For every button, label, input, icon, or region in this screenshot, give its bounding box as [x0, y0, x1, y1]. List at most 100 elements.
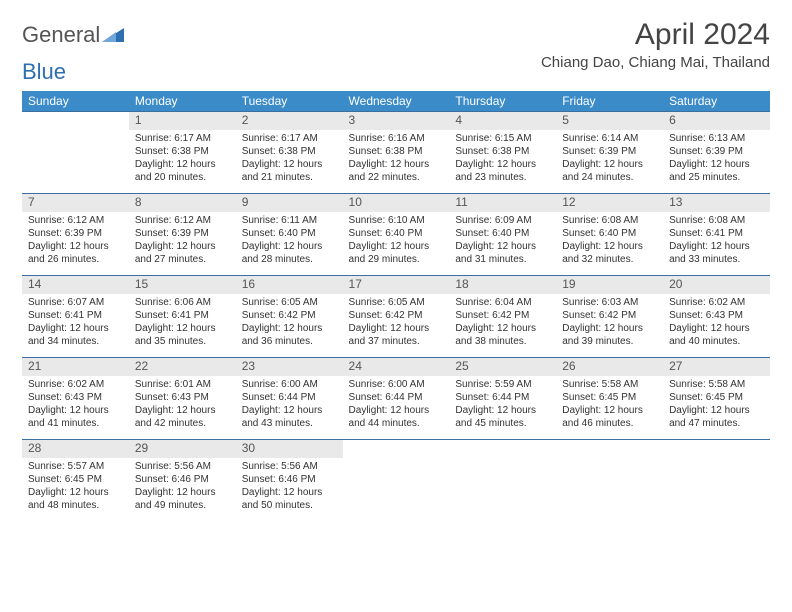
- daynum-row: 78910111213: [22, 194, 770, 212]
- daynum: 27: [663, 358, 770, 376]
- daylight-line-1: Daylight: 12 hours: [135, 486, 230, 499]
- daylight-line-1: Daylight: 12 hours: [242, 486, 337, 499]
- daylight-line-2: and 37 minutes.: [349, 335, 444, 348]
- daycell: Sunrise: 5:57 AMSunset: 6:45 PMDaylight:…: [22, 458, 129, 522]
- sunset-line: Sunset: 6:42 PM: [349, 309, 444, 322]
- sunrise-line: Sunrise: 6:12 AM: [28, 214, 123, 227]
- daynum: 26: [556, 358, 663, 376]
- daycell-empty: [343, 458, 450, 522]
- daylight-line-1: Daylight: 12 hours: [242, 404, 337, 417]
- weekday-monday: Monday: [129, 91, 236, 112]
- sunrise-line: Sunrise: 6:08 AM: [562, 214, 657, 227]
- daycell: Sunrise: 6:08 AMSunset: 6:40 PMDaylight:…: [556, 212, 663, 276]
- content-row: Sunrise: 5:57 AMSunset: 6:45 PMDaylight:…: [22, 458, 770, 522]
- daylight-line-2: and 33 minutes.: [669, 253, 764, 266]
- daylight-line-2: and 36 minutes.: [242, 335, 337, 348]
- daynum-row: 123456: [22, 112, 770, 130]
- daynum: 30: [236, 440, 343, 458]
- daynum-row: 14151617181920: [22, 276, 770, 294]
- daylight-line-2: and 23 minutes.: [455, 171, 550, 184]
- daylight-line-1: Daylight: 12 hours: [28, 240, 123, 253]
- sunrise-line: Sunrise: 6:08 AM: [669, 214, 764, 227]
- sunrise-line: Sunrise: 6:05 AM: [242, 296, 337, 309]
- sunrise-line: Sunrise: 6:06 AM: [135, 296, 230, 309]
- daylight-line-2: and 45 minutes.: [455, 417, 550, 430]
- daynum: 18: [449, 276, 556, 294]
- location: Chiang Dao, Chiang Mai, Thailand: [541, 54, 770, 71]
- sunrise-line: Sunrise: 6:03 AM: [562, 296, 657, 309]
- daylight-line-1: Daylight: 12 hours: [455, 404, 550, 417]
- sunrise-line: Sunrise: 6:13 AM: [669, 132, 764, 145]
- sunset-line: Sunset: 6:38 PM: [135, 145, 230, 158]
- sunset-line: Sunset: 6:43 PM: [135, 391, 230, 404]
- daynum-empty: [343, 440, 450, 458]
- daynum: 9: [236, 194, 343, 212]
- daylight-line-1: Daylight: 12 hours: [135, 240, 230, 253]
- sunrise-line: Sunrise: 5:57 AM: [28, 460, 123, 473]
- daylight-line-1: Daylight: 12 hours: [562, 404, 657, 417]
- weekday-friday: Friday: [556, 91, 663, 112]
- daynum: 16: [236, 276, 343, 294]
- daylight-line-2: and 41 minutes.: [28, 417, 123, 430]
- daynum: 12: [556, 194, 663, 212]
- sunset-line: Sunset: 6:46 PM: [135, 473, 230, 486]
- daycell: Sunrise: 6:00 AMSunset: 6:44 PMDaylight:…: [343, 376, 450, 440]
- daycell: Sunrise: 6:11 AMSunset: 6:40 PMDaylight:…: [236, 212, 343, 276]
- logo-text-1: General: [22, 22, 100, 48]
- sunset-line: Sunset: 6:42 PM: [562, 309, 657, 322]
- daycell: Sunrise: 6:17 AMSunset: 6:38 PMDaylight:…: [236, 130, 343, 194]
- daynum: 4: [449, 112, 556, 130]
- daycell: Sunrise: 6:12 AMSunset: 6:39 PMDaylight:…: [129, 212, 236, 276]
- daynum-empty: [556, 440, 663, 458]
- daycell: Sunrise: 5:59 AMSunset: 6:44 PMDaylight:…: [449, 376, 556, 440]
- sunset-line: Sunset: 6:44 PM: [455, 391, 550, 404]
- weekday-wednesday: Wednesday: [343, 91, 450, 112]
- daynum: 28: [22, 440, 129, 458]
- daylight-line-2: and 25 minutes.: [669, 171, 764, 184]
- daylight-line-1: Daylight: 12 hours: [242, 158, 337, 171]
- daycell-empty: [556, 458, 663, 522]
- logo-text-2: Blue: [22, 59, 66, 85]
- daylight-line-2: and 42 minutes.: [135, 417, 230, 430]
- daylight-line-2: and 47 minutes.: [669, 417, 764, 430]
- daylight-line-1: Daylight: 12 hours: [28, 322, 123, 335]
- daynum: 29: [129, 440, 236, 458]
- weekday-tuesday: Tuesday: [236, 91, 343, 112]
- daycell: Sunrise: 6:07 AMSunset: 6:41 PMDaylight:…: [22, 294, 129, 358]
- logo-triangle-icon: [102, 22, 124, 48]
- sunrise-line: Sunrise: 6:05 AM: [349, 296, 444, 309]
- daycell: Sunrise: 5:56 AMSunset: 6:46 PMDaylight:…: [236, 458, 343, 522]
- daylight-line-1: Daylight: 12 hours: [562, 240, 657, 253]
- sunrise-line: Sunrise: 5:56 AM: [242, 460, 337, 473]
- sunrise-line: Sunrise: 6:11 AM: [242, 214, 337, 227]
- daylight-line-1: Daylight: 12 hours: [28, 404, 123, 417]
- sunrise-line: Sunrise: 6:14 AM: [562, 132, 657, 145]
- daylight-line-2: and 50 minutes.: [242, 499, 337, 512]
- daylight-line-2: and 32 minutes.: [562, 253, 657, 266]
- daylight-line-2: and 28 minutes.: [242, 253, 337, 266]
- daylight-line-1: Daylight: 12 hours: [455, 158, 550, 171]
- daycell-empty: [663, 458, 770, 522]
- daylight-line-2: and 21 minutes.: [242, 171, 337, 184]
- daynum: 17: [343, 276, 450, 294]
- sunrise-line: Sunrise: 6:16 AM: [349, 132, 444, 145]
- sunrise-line: Sunrise: 6:00 AM: [242, 378, 337, 391]
- sunset-line: Sunset: 6:46 PM: [242, 473, 337, 486]
- daynum: 14: [22, 276, 129, 294]
- daycell: Sunrise: 6:15 AMSunset: 6:38 PMDaylight:…: [449, 130, 556, 194]
- daylight-line-2: and 43 minutes.: [242, 417, 337, 430]
- content-row: Sunrise: 6:17 AMSunset: 6:38 PMDaylight:…: [22, 130, 770, 194]
- sunset-line: Sunset: 6:41 PM: [669, 227, 764, 240]
- daynum: 22: [129, 358, 236, 376]
- sunset-line: Sunset: 6:40 PM: [455, 227, 550, 240]
- month-title: April 2024: [541, 18, 770, 52]
- sunset-line: Sunset: 6:45 PM: [669, 391, 764, 404]
- daylight-line-2: and 24 minutes.: [562, 171, 657, 184]
- daynum: 10: [343, 194, 450, 212]
- daycell: Sunrise: 6:13 AMSunset: 6:39 PMDaylight:…: [663, 130, 770, 194]
- sunrise-line: Sunrise: 6:02 AM: [669, 296, 764, 309]
- daylight-line-1: Daylight: 12 hours: [455, 240, 550, 253]
- daycell: Sunrise: 6:05 AMSunset: 6:42 PMDaylight:…: [343, 294, 450, 358]
- content-row: Sunrise: 6:02 AMSunset: 6:43 PMDaylight:…: [22, 376, 770, 440]
- daynum: 5: [556, 112, 663, 130]
